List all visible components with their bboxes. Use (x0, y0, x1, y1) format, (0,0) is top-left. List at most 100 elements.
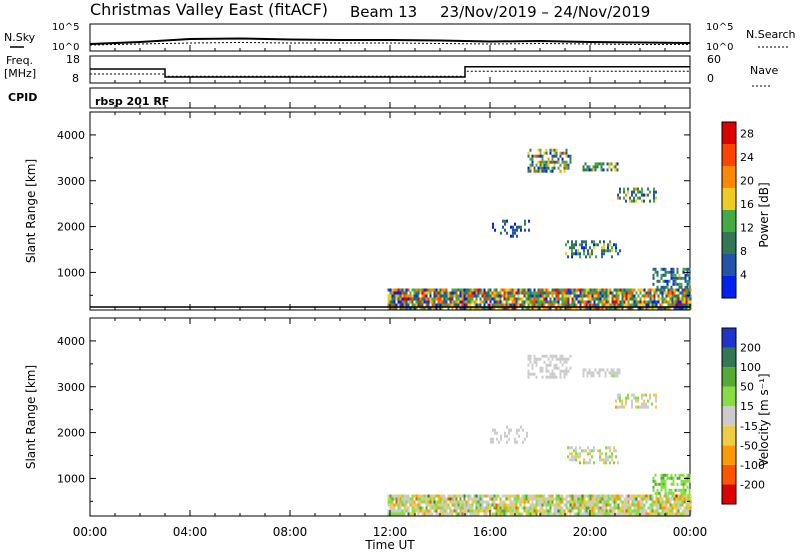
range-gate-cell (457, 506, 460, 510)
nsearch-tick-top: 10^5 (706, 22, 733, 33)
range-gate-cell (555, 151, 558, 155)
range-gate-cell (529, 354, 532, 358)
range-gate-cell (664, 479, 667, 483)
range-gate-cell (660, 267, 663, 271)
range-gate-cell (665, 494, 668, 498)
range-gate-cell (516, 228, 518, 232)
range-gate-cell (493, 300, 496, 304)
range-gate-cell (543, 294, 546, 298)
range-gate-cell (687, 303, 690, 307)
range-gate-cell (680, 479, 683, 483)
range-gate-cell (471, 509, 474, 513)
range-gate-cell (523, 494, 526, 498)
range-gate-cell (597, 288, 600, 292)
range-gate-cell (399, 506, 402, 510)
range-gate-cell (475, 291, 478, 295)
range-gate-cell (471, 294, 474, 298)
range-gate-cell (465, 512, 468, 516)
range-gate-cell (481, 506, 484, 510)
range-gate-cell (537, 297, 540, 301)
range-gate-cell (605, 249, 607, 253)
range-gate-cell (449, 291, 452, 295)
range-gate-cell (557, 288, 560, 292)
range-gate-cell (617, 297, 620, 301)
range-gate-cell (565, 163, 568, 167)
range-gate-cell (605, 446, 607, 450)
range-gate-cell (627, 500, 630, 504)
range-gate-cell (569, 303, 572, 307)
beam-label: Beam 13 (350, 3, 417, 21)
range-gate-cell (527, 300, 530, 304)
range-gate-cell (679, 497, 682, 501)
range-gate-cell (607, 249, 609, 253)
range-gate-cell (423, 306, 426, 310)
range-gate-cell (527, 506, 530, 510)
range-gate-cell (627, 297, 630, 301)
range-gate-cell (389, 294, 392, 298)
range-gate-cell (537, 154, 540, 158)
range-gate-cell (655, 300, 658, 304)
range-gate-cell (551, 369, 554, 373)
range-gate-cell (445, 288, 448, 292)
range-gate-cell (679, 512, 682, 516)
range-gate-cell (545, 294, 548, 298)
range-gate-cell (625, 402, 627, 406)
range-gate-cell (537, 500, 540, 504)
range-gate-cell (485, 306, 488, 310)
range-gate-cell (679, 500, 682, 504)
range-gate-cell (565, 151, 568, 155)
colorbar-swatch (722, 122, 736, 144)
range-gate-cell (599, 494, 602, 498)
range-gate-cell (575, 503, 578, 507)
range-gate-cell (616, 374, 619, 378)
range-gate-cell (417, 500, 420, 504)
range-gate-cell (657, 297, 660, 301)
range-gate-cell (615, 494, 618, 498)
range-gate-cell (553, 148, 556, 152)
range-gate-cell (686, 279, 689, 283)
range-gate-cell (535, 375, 538, 379)
range-gate-cell (413, 494, 416, 498)
range-gate-cell (512, 225, 514, 229)
range-gate-cell (605, 297, 608, 301)
range-gate-cell (535, 163, 538, 167)
range-gate-cell (595, 297, 598, 301)
range-gate-cell (615, 300, 618, 304)
range-gate-cell (561, 509, 564, 513)
range-gate-cell (613, 506, 616, 510)
range-gate-cell (647, 288, 650, 292)
range-gate-cell (429, 494, 432, 498)
range-gate-cell (667, 506, 670, 510)
range-gate-cell (573, 306, 576, 310)
range-gate-cell (505, 303, 508, 307)
range-gate-cell (669, 291, 672, 295)
range-gate-cell (643, 291, 646, 295)
range-gate-cell (599, 297, 602, 301)
range-gate-cell (389, 291, 392, 295)
range-gate-cell (477, 509, 480, 513)
range-gate-cell (565, 288, 568, 292)
range-gate-cell (520, 425, 522, 429)
colorbar-tick-label: 15 (740, 400, 754, 413)
range-gate-cell (465, 494, 468, 498)
range-gate-cell (658, 482, 661, 486)
range-gate-cell (477, 512, 480, 516)
range-gate-cell (633, 196, 635, 200)
range-gate-cell (501, 300, 504, 304)
range-gate-cell (687, 294, 690, 298)
range-gate-cell (531, 494, 534, 498)
range-gate-cell (403, 288, 406, 292)
range-gate-cell (563, 503, 566, 507)
range-gate-cell (507, 497, 510, 501)
range-gate-cell (419, 303, 422, 307)
range-gate-cell (575, 452, 577, 456)
range-gate-cell (477, 494, 480, 498)
range-gate-cell (625, 306, 628, 310)
range-gate-cell (487, 306, 490, 310)
range-gate-cell (649, 494, 652, 498)
range-gate-cell (585, 291, 588, 295)
range-gate-cell (635, 199, 637, 203)
range-gate-cell (641, 509, 644, 513)
range-gate-cell (447, 494, 450, 498)
range-gate-cell (611, 291, 614, 295)
